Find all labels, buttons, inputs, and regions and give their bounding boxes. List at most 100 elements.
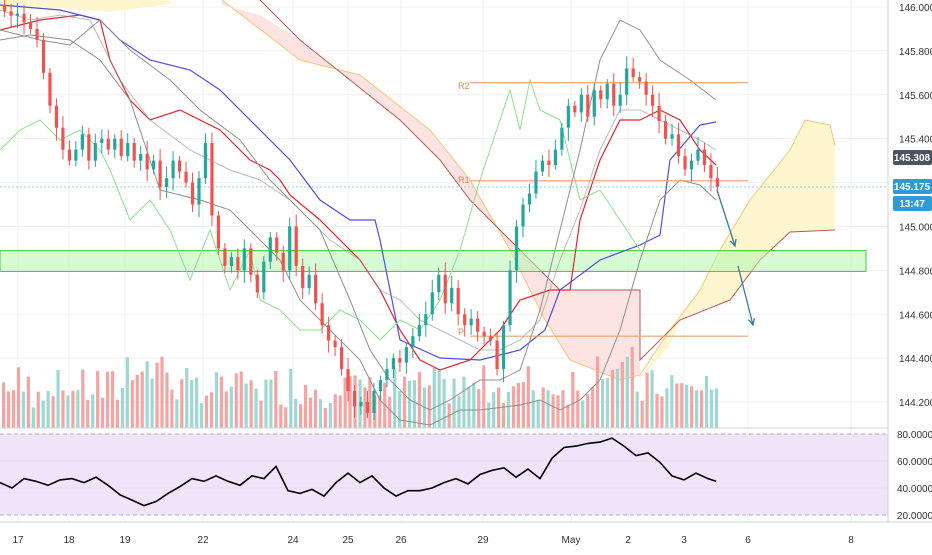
- volume-bar: [110, 371, 115, 428]
- candle-body: [184, 171, 188, 183]
- volume-bar: [714, 388, 718, 428]
- volume-bar: [71, 390, 75, 428]
- forecast-arrow-2: [737, 265, 754, 326]
- volume-bar: [31, 407, 35, 428]
- bollinger-upper: [0, 19, 717, 411]
- volume-bar: [135, 374, 139, 428]
- candle-body: [197, 178, 201, 205]
- volume-bar: [190, 379, 194, 428]
- volume-bar: [254, 388, 258, 428]
- candle-body: [87, 134, 91, 161]
- candle-body: [540, 160, 545, 172]
- volume-bar: [219, 376, 223, 428]
- volume-bar: [323, 407, 327, 428]
- volume-bar: [482, 365, 486, 428]
- time-tick-label: 8: [848, 535, 854, 546]
- volume-bar: [2, 382, 6, 428]
- candle-body: [443, 274, 447, 304]
- volume-bar: [556, 395, 560, 428]
- volume-bar: [303, 384, 308, 428]
- candle-body: [216, 215, 221, 249]
- volume-bar: [625, 356, 629, 428]
- candle-body: [3, 4, 7, 12]
- rsi-band: [0, 434, 888, 515]
- candle-body: [391, 358, 395, 370]
- volume-bar: [501, 403, 506, 428]
- volume-bar: [670, 375, 674, 428]
- volume-bar: [61, 390, 65, 428]
- candle-body: [599, 90, 603, 100]
- bollinger-lower: [0, 34, 717, 426]
- volume-bar: [46, 390, 50, 428]
- volume-bar: [115, 399, 120, 428]
- rsi-line: [0, 437, 717, 507]
- volume-bar: [195, 377, 199, 428]
- candle-body: [476, 318, 480, 332]
- candle-body: [80, 134, 84, 150]
- volume-bar: [526, 366, 530, 428]
- volume-bar: [185, 368, 189, 428]
- volume-bar: [145, 361, 149, 428]
- volume-bar: [660, 396, 664, 428]
- candle-body: [456, 287, 460, 315]
- volume-bar: [620, 362, 624, 428]
- forecast-arrow-1: [716, 189, 736, 247]
- ichimoku-cloud-bear: [222, 0, 640, 380]
- candle-body: [346, 369, 350, 392]
- volume-bar: [506, 391, 511, 428]
- volume-bar: [551, 394, 555, 428]
- volume-bar: [279, 404, 283, 428]
- candle-body: [547, 160, 551, 166]
- candle-body: [424, 314, 428, 326]
- rsi-tick-label: 60.0000: [897, 457, 932, 468]
- volume-bar: [675, 383, 679, 428]
- volume-bar: [16, 367, 21, 428]
- candle-body: [404, 347, 408, 363]
- volume-bar: [383, 382, 387, 428]
- candle-body: [307, 274, 311, 288]
- price-tick-label: 145.800: [899, 47, 932, 58]
- price-tag-countdown-text: 13:47: [899, 199, 925, 210]
- volume-bar: [521, 382, 525, 428]
- candle-body: [288, 226, 292, 271]
- time-tick-label: 3: [681, 535, 687, 546]
- candle-body: [327, 325, 331, 341]
- candle-body: [22, 13, 26, 23]
- candle-body: [113, 138, 117, 150]
- volume-bar: [591, 386, 595, 428]
- volume-bar: [284, 407, 288, 428]
- rsi-tick-label: 80.0000: [897, 430, 932, 441]
- volume-bar: [204, 395, 209, 428]
- volume-layer: [2, 346, 718, 428]
- candle-body: [126, 143, 130, 157]
- chikou-span-line: [0, 78, 641, 341]
- volume-bar: [477, 389, 481, 428]
- candle-body: [631, 68, 635, 78]
- candle-body: [106, 138, 110, 150]
- candle-body: [210, 143, 214, 216]
- volume-bar: [105, 371, 110, 428]
- volume-bar: [398, 391, 402, 428]
- pivot-label-r1: R1: [458, 175, 470, 185]
- pivot-label-p: P: [458, 327, 464, 337]
- volume-bar: [610, 369, 615, 428]
- volume-bar: [299, 404, 303, 428]
- volume-bar: [600, 378, 605, 428]
- time-tick-label: 2: [625, 535, 631, 546]
- candle-body: [61, 127, 65, 150]
- candle-body: [268, 237, 272, 262]
- price-tick-label: 144.200: [899, 398, 932, 409]
- candle-body: [190, 182, 195, 205]
- volume-bar: [56, 370, 60, 428]
- candle-body: [132, 143, 136, 161]
- volume-bar: [294, 398, 298, 428]
- price-tick-label: 145.000: [899, 222, 932, 233]
- volume-bar: [51, 396, 55, 428]
- candle-body: [67, 149, 71, 161]
- candle-body: [527, 193, 532, 205]
- candle-body: [670, 134, 674, 139]
- volume-bar: [665, 388, 669, 428]
- candle-body: [573, 105, 577, 113]
- ichimoku-cloud-bull-future: [640, 120, 835, 380]
- volume-bar: [313, 389, 318, 428]
